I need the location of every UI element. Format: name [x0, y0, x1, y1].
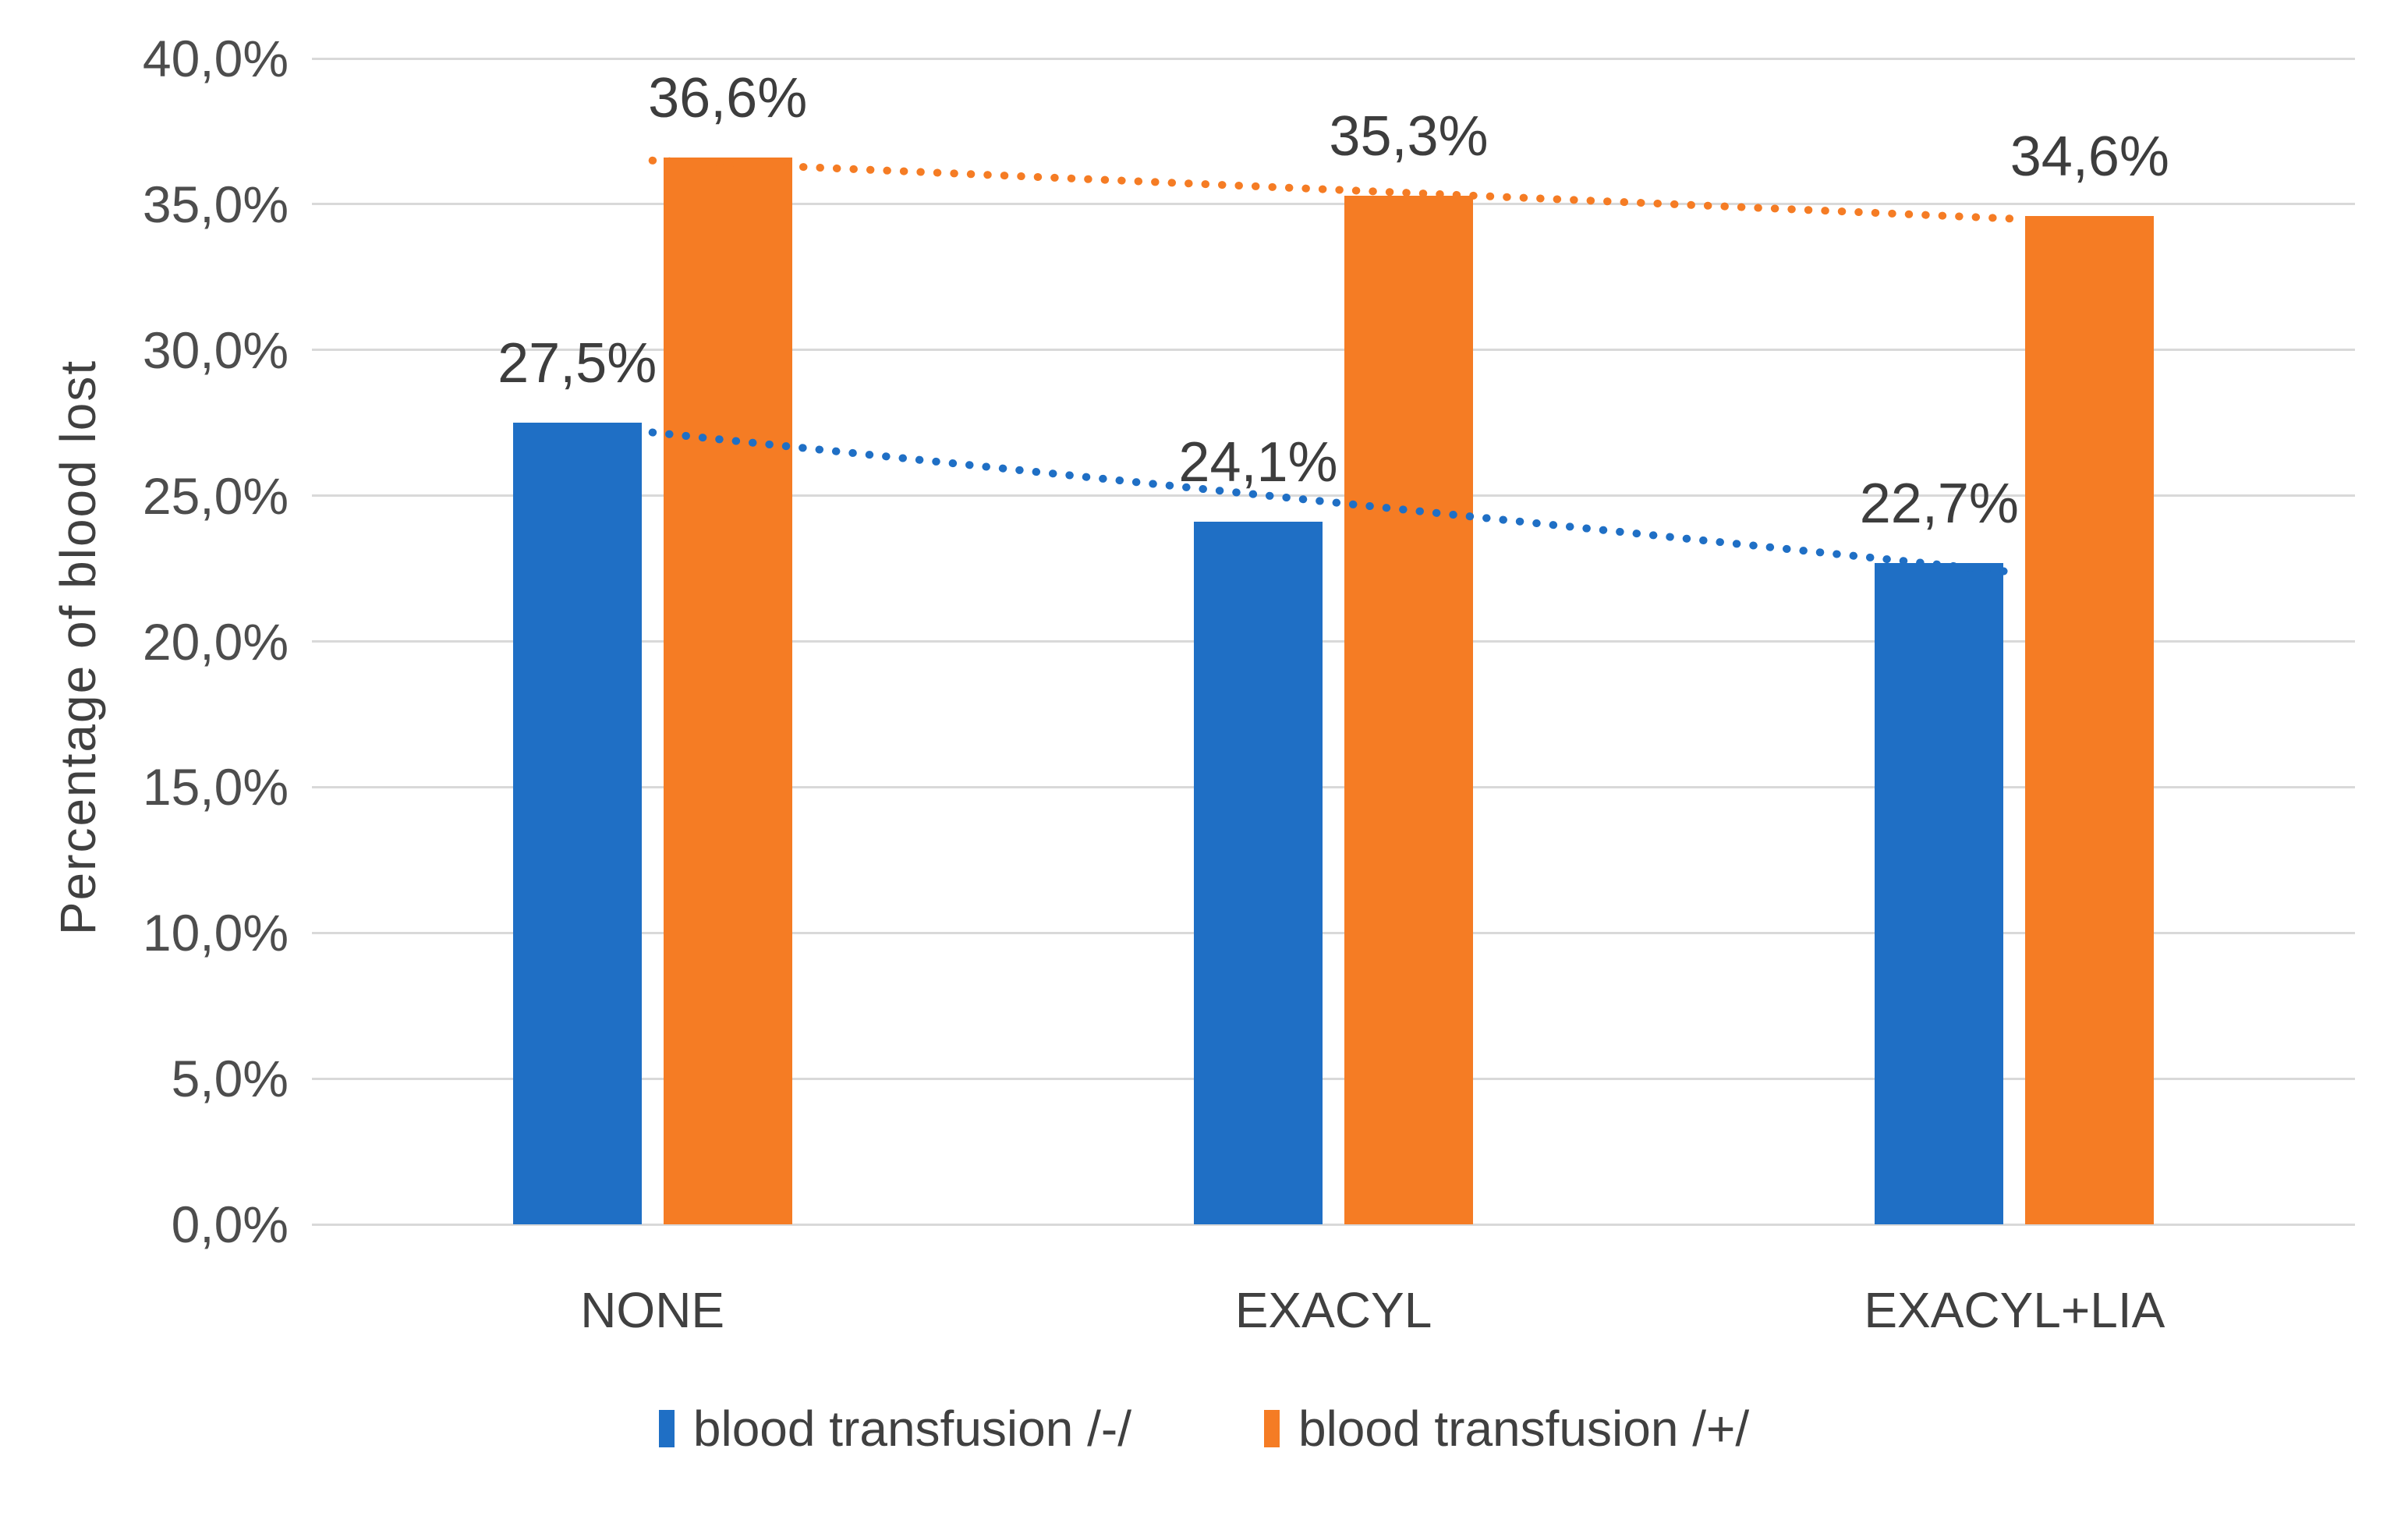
- bar-data-label: 35,3%: [1329, 104, 1489, 168]
- trendlines-layer: [648, 156, 2019, 576]
- gridline: [312, 931, 2355, 934]
- y-tick-label: 5,0%: [171, 1050, 289, 1108]
- legend-label: blood transfusion /+/: [1298, 1401, 1750, 1457]
- bar-data-label: 22,7%: [1859, 472, 2019, 535]
- plot-area: [312, 58, 2355, 1224]
- bar-data-label: 27,5%: [498, 332, 657, 395]
- bar-transfusion-minus-none: [512, 423, 642, 1224]
- gridline: [312, 1223, 2355, 1226]
- bar-data-label: 24,1%: [1178, 431, 1338, 494]
- y-tick-label: 40,0%: [142, 30, 289, 87]
- gridline: [312, 57, 2355, 60]
- bar-data-label: 36,6%: [648, 67, 808, 130]
- gridline: [312, 203, 2355, 206]
- y-tick-label: 20,0%: [142, 612, 289, 671]
- bar-data-label: 34,6%: [2010, 125, 2169, 188]
- y-tick-label: 10,0%: [142, 904, 289, 962]
- legend-marker-icon: [1263, 1410, 1280, 1447]
- y-tick-label: 0,0%: [171, 1195, 289, 1253]
- x-category-label: NONE: [580, 1282, 725, 1338]
- gridline: [312, 494, 2355, 498]
- x-category-label: EXACYL+LIA: [1864, 1282, 2165, 1338]
- legend-item: blood transfusion /+/: [1263, 1400, 1750, 1457]
- x-category-label: EXACYL: [1234, 1282, 1432, 1338]
- y-tick-label: 30,0%: [142, 321, 289, 379]
- legend-item: blood transfusion /-/: [658, 1400, 1131, 1457]
- gridline: [312, 785, 2355, 788]
- gridline: [312, 1077, 2355, 1080]
- legend-marker-icon: [658, 1410, 675, 1447]
- legend-label: blood transfusion /-/: [692, 1401, 1131, 1457]
- bar-transfusion-plus-exacyl+lia: [2025, 215, 2155, 1224]
- bar-transfusion-minus-exacyl: [1194, 522, 1323, 1224]
- gridline: [312, 640, 2355, 643]
- trendline-transfusion-minus: [648, 428, 2019, 576]
- trendline-transfusion-plus: [648, 156, 2019, 223]
- bar-transfusion-plus-exacyl: [1344, 195, 1473, 1224]
- bar-transfusion-minus-exacyl+lia: [1875, 562, 2004, 1224]
- legend: blood transfusion /-/ blood transfusion /…: [0, 1400, 2408, 1457]
- y-tick-label: 35,0%: [142, 175, 289, 233]
- bar-transfusion-plus-none: [663, 158, 792, 1224]
- y-tick-label: 15,0%: [142, 758, 289, 816]
- gridline: [312, 349, 2355, 352]
- y-tick-label: 25,0%: [142, 466, 289, 525]
